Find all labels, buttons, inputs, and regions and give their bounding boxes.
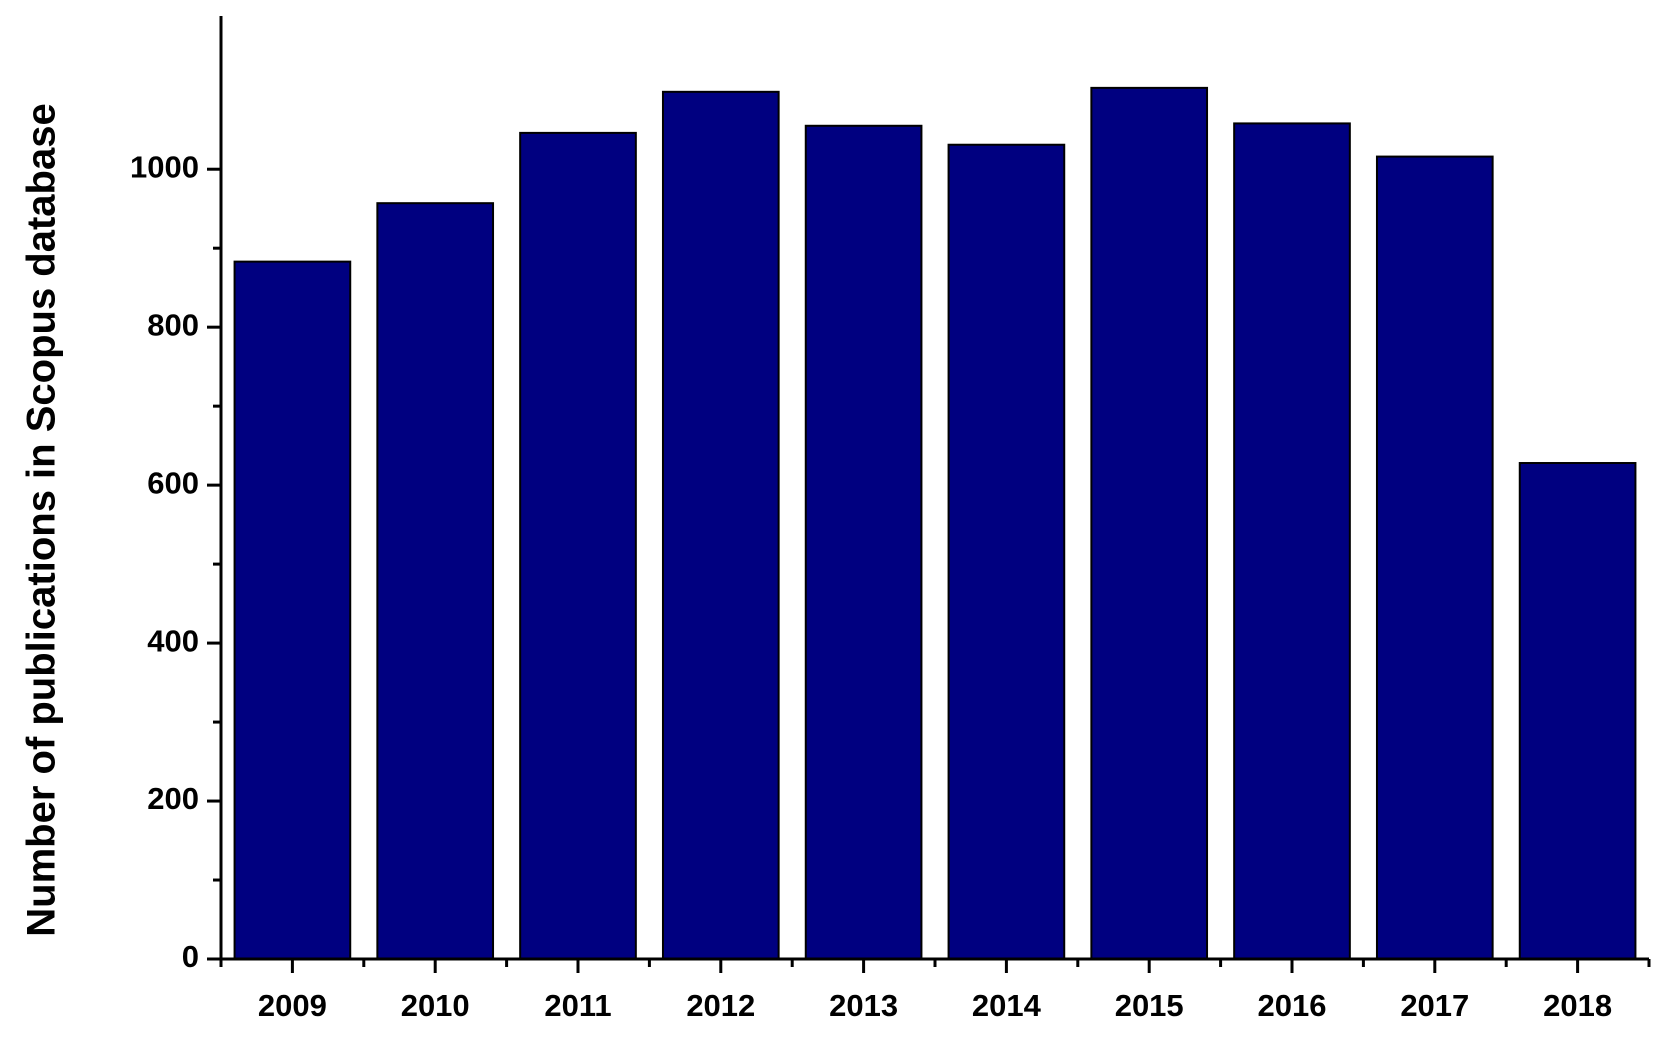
x-tick-label: 2014 [972, 988, 1042, 1023]
y-tick-label: 600 [147, 465, 199, 500]
bar [1375, 155, 1494, 960]
bar [1233, 122, 1351, 960]
bar [947, 143, 1066, 961]
y-tick-label: 0 [182, 939, 199, 974]
bar [661, 90, 780, 960]
bar [1518, 462, 1637, 960]
bar [233, 260, 352, 961]
bar [804, 124, 923, 961]
y-tick-label: 800 [147, 307, 199, 342]
x-tick-label: 2018 [1543, 988, 1612, 1023]
y-tick-label: 200 [147, 781, 199, 816]
y-axis-label: Number of publications in Scopus databas… [20, 103, 64, 936]
x-tick-label: 2013 [829, 988, 898, 1023]
x-tick-label: 2010 [401, 988, 470, 1023]
x-tick-label: 2016 [1258, 988, 1327, 1023]
x-tick-label: 2011 [544, 988, 611, 1023]
bar [519, 131, 637, 961]
x-tick-label: 2017 [1400, 988, 1469, 1023]
y-tick-label: 400 [147, 623, 199, 658]
x-tick-label: 2009 [258, 988, 327, 1023]
x-tick-label: 2012 [686, 988, 755, 1023]
y-tick-label: 1000 [130, 149, 199, 184]
bar [376, 202, 495, 960]
x-tick-label: 2015 [1115, 988, 1184, 1023]
bar [1090, 86, 1209, 961]
